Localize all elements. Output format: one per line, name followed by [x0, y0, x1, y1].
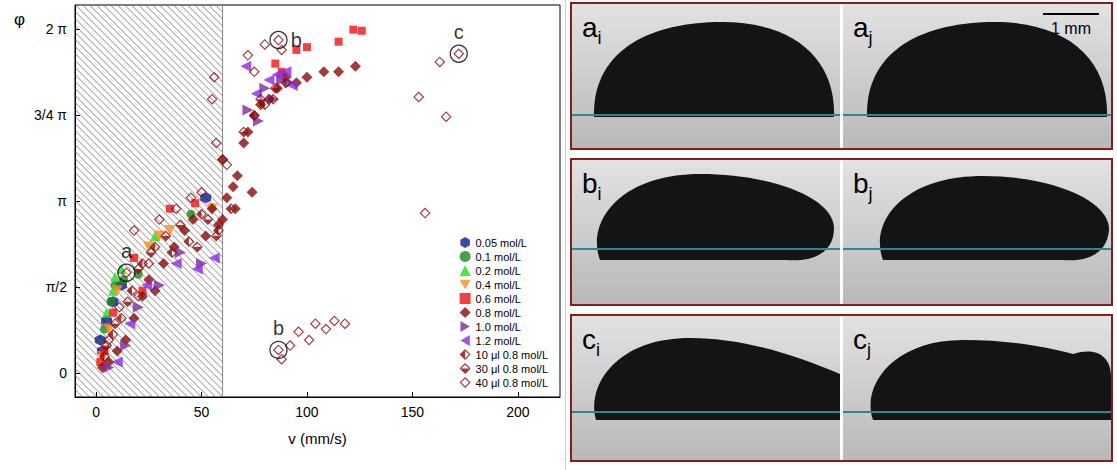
- svg-text:1 mm: 1 mm: [1051, 20, 1091, 37]
- svg-text:50: 50: [194, 404, 210, 420]
- svg-text:a: a: [121, 240, 133, 262]
- svg-text:ai: ai: [582, 12, 602, 48]
- svg-text:0: 0: [59, 365, 67, 381]
- svg-text:200: 200: [506, 404, 530, 420]
- svg-text:0: 0: [92, 404, 100, 420]
- svg-text:0.2 mol/L: 0.2 mol/L: [476, 265, 521, 277]
- svg-text:b: b: [291, 29, 302, 51]
- svg-text:π/2: π/2: [46, 279, 68, 295]
- svg-text:10 μl 0.8 mol/L: 10 μl 0.8 mol/L: [476, 349, 548, 361]
- svg-text:0.8 mol/L: 0.8 mol/L: [476, 307, 521, 319]
- svg-text:bj: bj: [853, 168, 873, 204]
- svg-text:3/4 π: 3/4 π: [34, 107, 67, 123]
- svg-text:100: 100: [295, 404, 319, 420]
- svg-text:φ: φ: [14, 10, 25, 29]
- svg-text:1.0 mol/L: 1.0 mol/L: [476, 321, 521, 333]
- svg-text:1.2 mol/L: 1.2 mol/L: [476, 335, 521, 347]
- svg-text:cj: cj: [853, 324, 871, 360]
- svg-text:ci: ci: [582, 324, 600, 360]
- svg-text:0.05 mol/L: 0.05 mol/L: [476, 237, 527, 249]
- svg-text:v (mm/s): v (mm/s): [288, 430, 346, 447]
- svg-text:0.4 mol/L: 0.4 mol/L: [476, 279, 521, 291]
- svg-text:2 π: 2 π: [46, 21, 68, 37]
- svg-text:30 μl 0.8 mol/L: 30 μl 0.8 mol/L: [476, 363, 548, 375]
- svg-text:150: 150: [401, 404, 425, 420]
- svg-text:0.1 mol/L: 0.1 mol/L: [476, 251, 521, 263]
- svg-text:c: c: [454, 21, 464, 43]
- svg-text:bi: bi: [582, 168, 602, 204]
- svg-text:aj: aj: [853, 12, 873, 48]
- svg-text:40 μl 0.8 mol/L: 40 μl 0.8 mol/L: [476, 377, 548, 389]
- svg-text:π: π: [57, 193, 67, 209]
- svg-text:0.6 mol/L: 0.6 mol/L: [476, 293, 521, 305]
- svg-text:b: b: [273, 317, 284, 339]
